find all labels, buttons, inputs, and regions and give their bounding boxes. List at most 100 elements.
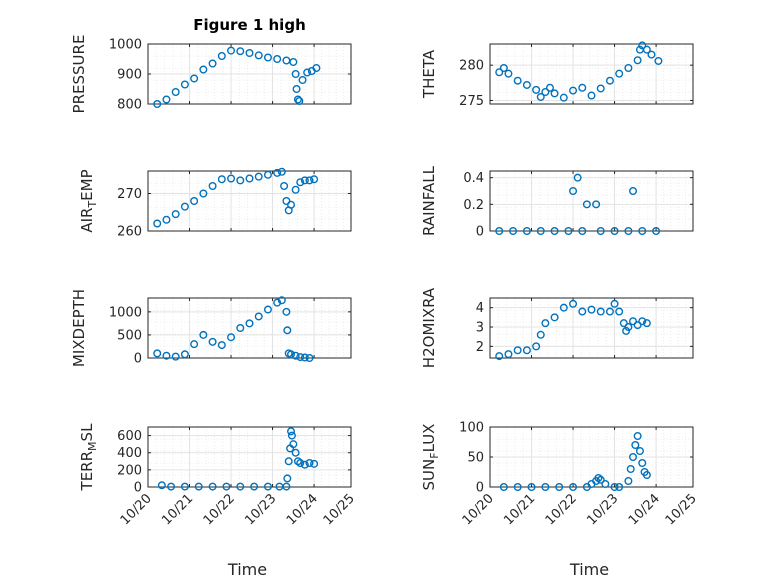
series-markers (153, 296, 314, 363)
data-point (227, 174, 236, 183)
data-point (605, 76, 614, 85)
data-point (631, 441, 640, 450)
data-point (289, 58, 298, 67)
x-tick-label: 10/23 (584, 491, 621, 528)
data-point (564, 226, 573, 235)
data-point (569, 186, 578, 195)
data-point (513, 346, 522, 355)
series-markers (495, 41, 663, 102)
data-point (541, 319, 550, 328)
figure-title: Figure 1 high (193, 16, 306, 34)
data-point (167, 482, 176, 491)
y-tick-label: 400 (117, 446, 142, 461)
data-point (180, 80, 189, 89)
data-point (162, 95, 171, 104)
data-point (536, 330, 545, 339)
data-point (293, 95, 302, 104)
data-point (654, 56, 663, 65)
data-point (592, 200, 601, 209)
data-point (522, 80, 531, 89)
data-point (289, 440, 298, 449)
data-point (305, 176, 314, 185)
data-point (624, 477, 633, 486)
data-point (596, 226, 605, 235)
data-point (303, 68, 312, 77)
x-tick-label: 10/24 (284, 491, 321, 528)
data-point (287, 427, 296, 436)
data-point (550, 226, 559, 235)
x-axis-label: Time (569, 560, 609, 579)
data-point (254, 172, 263, 181)
data-point (280, 181, 289, 190)
axes-box (147, 170, 352, 232)
x-tick-label: 10/24 (626, 491, 663, 528)
data-point (587, 305, 596, 314)
y-tick-label: 260 (117, 225, 142, 240)
data-point (180, 482, 189, 491)
data-point (300, 353, 309, 362)
y-tick-label: 0.4 (463, 171, 484, 186)
data-point (153, 99, 162, 108)
data-point (305, 354, 314, 363)
y-tick-label: 0.2 (463, 198, 484, 213)
data-point (629, 453, 638, 462)
y-tick-label: 900 (117, 68, 142, 83)
data-point (596, 307, 605, 316)
data-point (629, 317, 638, 326)
x-tick-label: 10/20 (460, 491, 497, 528)
data-point (190, 74, 199, 83)
y-tick-label: 1000 (109, 38, 142, 53)
data-point (629, 186, 638, 195)
data-point (291, 448, 300, 457)
y-axis-label: RAINFALL (420, 165, 438, 236)
data-point (555, 483, 564, 492)
subplot-mixdepth: 0 500 1000 MIXDEPTH (70, 289, 352, 367)
series-markers (153, 167, 319, 228)
data-point (194, 482, 203, 491)
data-point (596, 475, 605, 484)
data-point (236, 324, 245, 333)
data-point (638, 41, 647, 50)
y-tick-label: 0 (476, 481, 484, 496)
data-point (513, 76, 522, 85)
data-point (171, 87, 180, 96)
data-point (305, 459, 314, 468)
data-point (291, 351, 300, 360)
axes-box (489, 43, 694, 105)
data-point (310, 459, 319, 468)
data-point (582, 200, 591, 209)
x-axis-label: Time (227, 560, 267, 579)
data-point (208, 181, 217, 190)
data-point (532, 85, 541, 94)
minor-grid (148, 427, 351, 487)
data-point (545, 83, 554, 92)
subplot-pressure: 800 900 1000 PRESSURE (70, 35, 352, 113)
data-point (245, 49, 254, 58)
y-tick-label: 100 (459, 421, 484, 436)
data-point (162, 351, 171, 360)
data-point (236, 482, 245, 491)
data-point (199, 189, 208, 198)
data-point (153, 219, 162, 228)
series-markers (157, 427, 319, 491)
data-point (250, 482, 259, 491)
data-point (610, 299, 619, 308)
data-point (642, 319, 651, 328)
plot-area (490, 44, 693, 104)
data-point (578, 307, 587, 316)
y-axis-label: THETA (420, 49, 438, 99)
data-point (153, 349, 162, 358)
data-point (263, 53, 272, 62)
data-point (541, 483, 550, 492)
y-tick-label: 3 (476, 321, 484, 336)
data-point (509, 226, 518, 235)
data-point (245, 174, 254, 183)
data-point (296, 353, 305, 362)
data-point (610, 226, 619, 235)
data-point (587, 91, 596, 100)
data-point (633, 321, 642, 330)
data-point (180, 202, 189, 211)
data-point (291, 185, 300, 194)
y-axis-label: SUNFLUX (420, 424, 441, 491)
